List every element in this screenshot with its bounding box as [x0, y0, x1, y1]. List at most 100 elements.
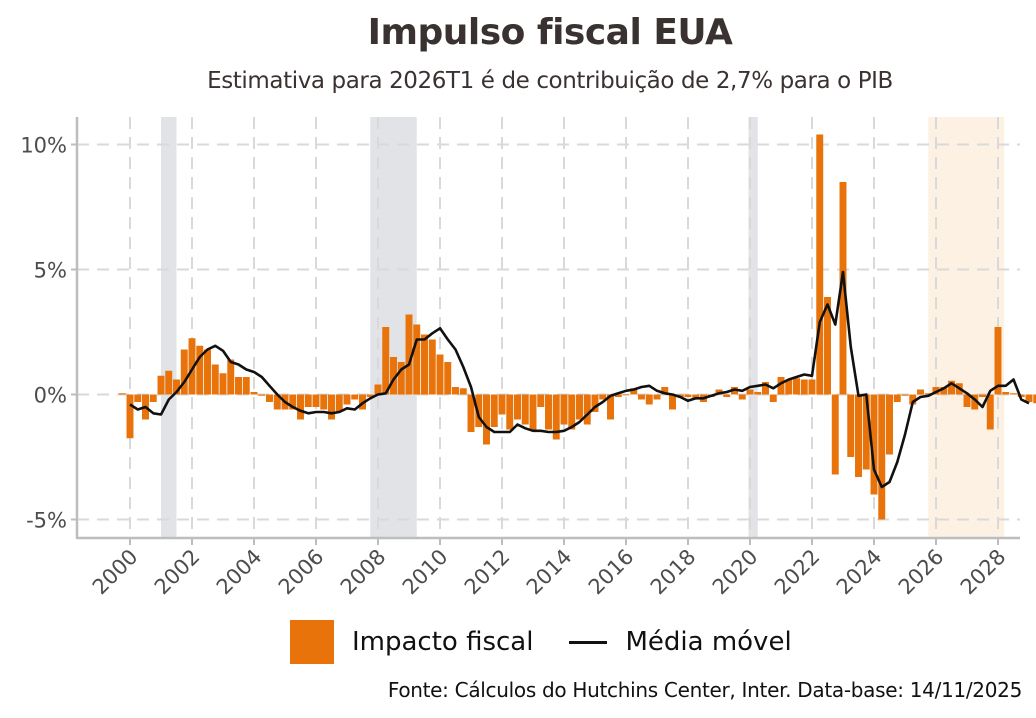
bar: [909, 394, 917, 405]
bar: [219, 373, 227, 395]
bar: [847, 394, 855, 457]
bar: [204, 349, 211, 395]
bar: [134, 394, 142, 402]
bar: [738, 394, 746, 400]
bar: [374, 384, 382, 395]
bar: [390, 357, 397, 395]
x-tick-label: 2026: [894, 545, 949, 600]
bar: [297, 394, 304, 420]
bar: [165, 370, 173, 395]
bar: [994, 327, 1002, 395]
bar: [211, 364, 219, 395]
bar: [940, 387, 948, 395]
bar: [971, 394, 979, 410]
x-tick-label: 2020: [708, 545, 763, 600]
bar: [452, 387, 459, 395]
bar: [173, 379, 180, 395]
bar: [521, 394, 529, 425]
bar: [793, 378, 800, 395]
x-tick-label: 2024: [832, 545, 887, 600]
bar: [924, 393, 932, 395]
bar: [328, 394, 335, 420]
bar: [831, 394, 839, 475]
forecast-shade: [928, 117, 1005, 538]
bar: [1017, 394, 1025, 397]
bar: [227, 359, 235, 395]
bar: [289, 394, 297, 410]
bar: [483, 394, 490, 445]
y-tick-label: 0%: [34, 384, 67, 408]
bar: [397, 362, 405, 395]
bar: [266, 394, 273, 402]
bar: [188, 338, 196, 395]
bar: [366, 394, 374, 397]
bar: [630, 388, 638, 395]
bar: [196, 345, 204, 395]
bar: [180, 349, 188, 395]
bar: [258, 394, 266, 396]
bar: [669, 394, 676, 410]
bar: [235, 377, 242, 395]
bar: [800, 379, 808, 395]
bar: [560, 394, 568, 425]
bar: [351, 394, 359, 400]
bar: [506, 394, 514, 430]
bar: [692, 394, 700, 400]
recession-shade: [748, 117, 758, 538]
bar: [661, 387, 669, 395]
bar: [312, 394, 320, 407]
x-tick-label: 2010: [398, 545, 453, 600]
bar: [421, 334, 428, 395]
bar: [320, 394, 328, 410]
bar: [157, 375, 165, 395]
bar: [436, 354, 444, 395]
legend-line-label: Média móvel: [625, 627, 792, 657]
bar: [126, 394, 134, 439]
bar: [785, 379, 793, 395]
bar: [250, 392, 258, 395]
bar: [878, 394, 886, 520]
x-tick-label: 2008: [336, 545, 391, 600]
bar: [242, 377, 250, 395]
bar: [343, 394, 351, 405]
y-tick-label: -5%: [26, 509, 67, 533]
x-tick-label: 2006: [274, 545, 329, 600]
bar: [855, 394, 862, 477]
recession-shade: [161, 117, 177, 538]
bar: [459, 388, 467, 395]
bar: [645, 394, 653, 405]
bar: [591, 394, 599, 412]
x-tick-label: 2022: [770, 545, 825, 600]
bar: [769, 394, 777, 402]
bar: [576, 394, 583, 420]
legend-bar-swatch: [290, 620, 334, 664]
chart-subtitle: Estimativa para 2026T1 é de contribuição…: [207, 68, 893, 94]
bar: [568, 394, 576, 430]
bar: [335, 394, 343, 412]
bar: [1002, 392, 1010, 395]
bar: [824, 297, 831, 395]
bar: [808, 379, 816, 395]
bar: [1033, 394, 1036, 404]
bar: [684, 394, 692, 397]
bar: [149, 394, 157, 402]
bar: [986, 394, 994, 430]
bar: [607, 394, 614, 420]
x-tick-label: 2028: [956, 545, 1011, 600]
bar: [382, 327, 390, 395]
bar: [413, 324, 421, 395]
bar: [638, 394, 645, 400]
bar: [948, 380, 955, 395]
bar: [762, 382, 769, 395]
bar: [622, 394, 630, 396]
x-tick-label: 2002: [150, 545, 205, 600]
bar: [614, 394, 622, 397]
bar: [444, 362, 452, 395]
bar: [583, 394, 591, 425]
chart-title: Impulso fiscal EUA: [367, 12, 733, 53]
bar: [552, 394, 560, 440]
bar: [1025, 394, 1033, 402]
bar: [917, 389, 924, 395]
bar: [529, 394, 537, 430]
